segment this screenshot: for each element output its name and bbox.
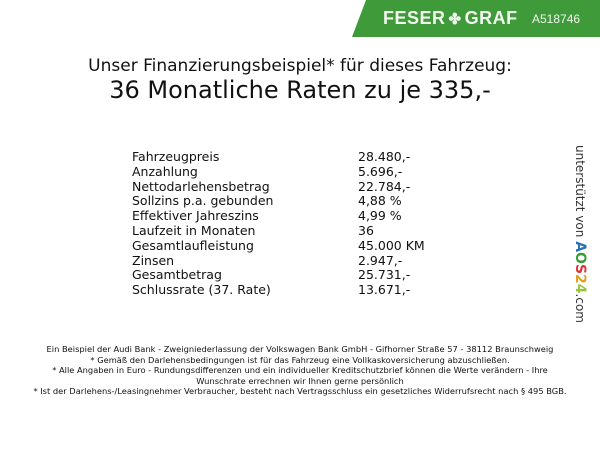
row-label: Nettodarlehensbetrag [132,178,270,194]
row-value: 25.731,- [358,267,411,283]
row-value: 4,99 % [358,208,402,224]
footer-note: Ein Beispiel der Audi Bank - Zweignieder… [46,344,554,354]
row-value: 28.480,- [358,149,411,164]
finance-table: Fahrzeugpreis 28.480,- Anzahlung 5.696,- Net… [132,149,432,298]
footer-note: * Ist der Darlehens-/Leasingnehmer Verbr… [33,386,567,397]
supported-by-text: unterstützt von [573,145,587,238]
table-row: Schlussrate (37. Rate) 13.671,- [132,282,432,298]
row-value: 45.000 KM [358,237,425,253]
table-row: Laufzeit in Monaten 36 [132,222,432,239]
row-label: Zinsen [132,252,175,268]
title-line1: Unser Finanzierungsbeispiel* für dieses … [88,56,512,76]
brand-name-2: GRAF [464,8,518,28]
row-label: Laufzeit in Monaten [132,222,256,238]
clover-icon: ✤ [448,11,462,28]
row-value: 22.784,- [358,178,411,194]
title-line2: 36 Monatliche Raten zu je 335,- [109,76,491,104]
aos24-logo: AOS24 [572,241,588,294]
table-row: Zinsen 2.947,- [132,252,432,269]
brand-logo: FESER ✤ GRAF [383,8,518,29]
row-label: Gesamtbetrag [132,267,222,283]
table-row: Gesamtlaufleistung 45.000 KM [132,237,432,254]
table-row: Gesamtbetrag 25.731,- [132,267,432,283]
row-label: Fahrzeugpreis [132,149,220,164]
row-value: 5.696,- [358,163,403,179]
row-value: 36 [358,222,374,238]
supported-by: unterstützt von AOS24.com [572,145,588,323]
table-row: Effektiver Jahreszins 4,99 % [132,208,432,224]
table-row: Nettodarlehensbetrag 22.784,- [132,178,432,195]
table-row: Fahrzeugpreis 28.480,- [132,149,432,165]
footer-notes: Ein Beispiel der Audi Bank - Zweignieder… [30,344,570,397]
row-label: Effektiver Jahreszins [132,208,259,224]
footer-note: * Alle Angaben in Euro - Rundungsdiffere… [52,365,548,386]
header-banner [352,0,600,37]
row-value: 13.671,- [358,282,411,298]
row-label: Sollzins p.a. gebunden [132,193,274,209]
row-value: 4,88 % [358,193,402,209]
table-row: Anzahlung 5.696,- [132,163,432,180]
table-row: Sollzins p.a. gebunden 4,88 % [132,193,432,209]
row-label: Schlussrate (37. Rate) [132,282,271,298]
row-value: 2.947,- [358,252,403,268]
vehicle-code: A518746 [532,12,581,26]
brand-name: FESER [383,8,446,28]
row-label: Anzahlung [132,163,198,179]
footer-note: * Gemäß den Darlehensbedingungen ist für… [90,354,510,365]
supported-by-suffix: .com [573,293,587,323]
row-label: Gesamtlaufleistung [132,237,254,253]
